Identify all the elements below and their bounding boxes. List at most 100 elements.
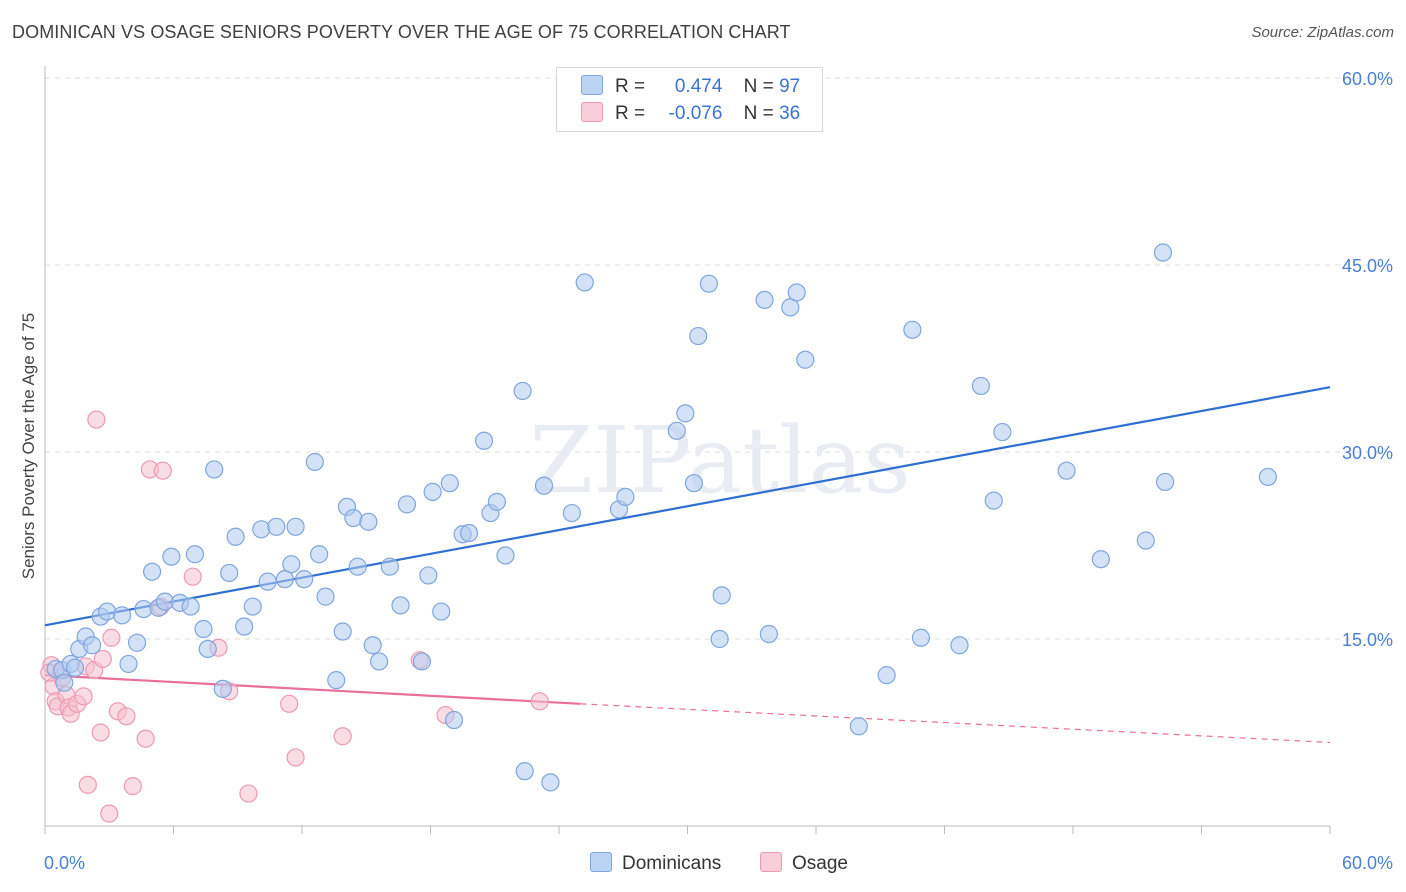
dominican-point [380,557,399,576]
osage-point [239,784,258,803]
osage-point [117,707,136,726]
legend-n-label: N = [743,76,774,97]
dominican-point [513,381,532,401]
dominican-point [243,597,262,616]
y-axis-label: Seniors Poverty Over the Age of 75 [19,313,38,579]
dominican-point [98,602,117,621]
dominican-point [359,512,378,531]
dominican-point [667,421,686,440]
dominican-point [112,606,132,625]
legend-r-value: -0.076 [668,103,723,124]
dominican-point [310,545,329,564]
osage-point [78,775,97,794]
dominican-point [83,636,102,655]
dominican-point [348,557,367,576]
dominican-point [712,586,731,605]
osage-point [280,694,299,713]
osage-point [333,727,352,746]
legend-r-label: R = [615,76,646,97]
osage-point [100,804,119,823]
dominican-point [432,602,451,621]
dominican-point [1258,467,1277,487]
dominican-point [1136,531,1155,550]
bottom-legend-dominicans: Dominicans [590,852,721,875]
dominican-point [134,599,153,619]
dominican-point [496,546,515,565]
y-tick-labels: 15.0% 30.0% 45.0% 60.0% [1342,69,1393,650]
dominican-point [220,563,239,583]
dominican-point [391,596,410,615]
legend-n-label: N = [743,103,774,124]
dominican-point [616,487,635,506]
x-tick-label: 60.0% [1342,853,1393,873]
dominican-point [699,274,719,293]
dominican-point [65,658,85,677]
dominican-point [877,666,896,685]
dominican-point [984,491,1003,510]
dominican-point [55,673,74,692]
dominican-point [419,566,438,585]
dominican-point [185,545,205,564]
dominican-point [194,619,213,639]
osage-point [153,461,172,480]
dominican-point [127,633,147,652]
legend-n-value: 36 [779,103,801,124]
dominican-point [258,572,277,591]
bottom-legend-osage: Osage [760,852,848,875]
bottom-legend-swatch-blue [590,852,612,872]
dominican-point [787,283,806,302]
dominican-point [282,555,301,574]
dominican-point [562,503,581,523]
dominican-point [474,431,494,450]
osage-trend-extension [580,703,1331,744]
dominicans-trend-line [44,386,1331,627]
dominican-point [327,671,346,690]
dominican-point [412,652,432,671]
dominican-point [1155,472,1175,492]
dominican-point [363,636,382,655]
dominican-point [1153,243,1173,262]
dominican-point [759,624,778,644]
legend-row-osage: R = -0.076 N = 36 [581,102,800,128]
dominican-point [971,376,991,396]
bottom-legend-swatch-pink [760,852,782,872]
dominican-point [397,495,417,514]
legend-r-label: R = [615,103,646,124]
bottom-legend-label: Osage [792,853,848,874]
osage-point [286,748,305,767]
dominican-point [689,326,708,346]
source-label: Source: ZipAtlas.com [1251,24,1394,41]
dominican-point [575,273,594,292]
dominican-point [275,570,294,589]
osage-point [87,410,106,429]
legend-r-value: 0.474 [674,76,723,97]
osage-point [74,687,93,706]
bottom-legend-label: Dominicans [622,853,722,874]
trend-lines [44,386,1331,744]
y-tick-label: 60.0% [1342,69,1393,89]
dominican-point [710,629,729,649]
dominican-point [755,290,774,310]
watermark: ZIPatlas [529,407,910,514]
dominican-point [993,422,1012,442]
legend-swatch-pink [581,102,603,122]
osage-trend-line [44,674,581,705]
dominican-point [781,298,800,317]
dominican-point [295,570,314,589]
osage-point [102,628,121,647]
dominican-point [487,492,506,511]
dominican-point [1091,550,1110,569]
dominican-point [252,520,271,539]
dominican-points [46,95,1277,792]
grid-lines [45,77,1395,640]
dominican-point [459,523,479,543]
y-tick-label: 30.0% [1342,443,1393,463]
dominican-point [950,636,969,655]
dominican-point [1057,461,1076,480]
dominican-point [515,762,534,781]
dominican-point [235,617,254,636]
dominican-point [534,476,554,495]
osage-point [93,649,112,669]
dominican-point [849,717,868,736]
dominican-point [903,320,922,339]
